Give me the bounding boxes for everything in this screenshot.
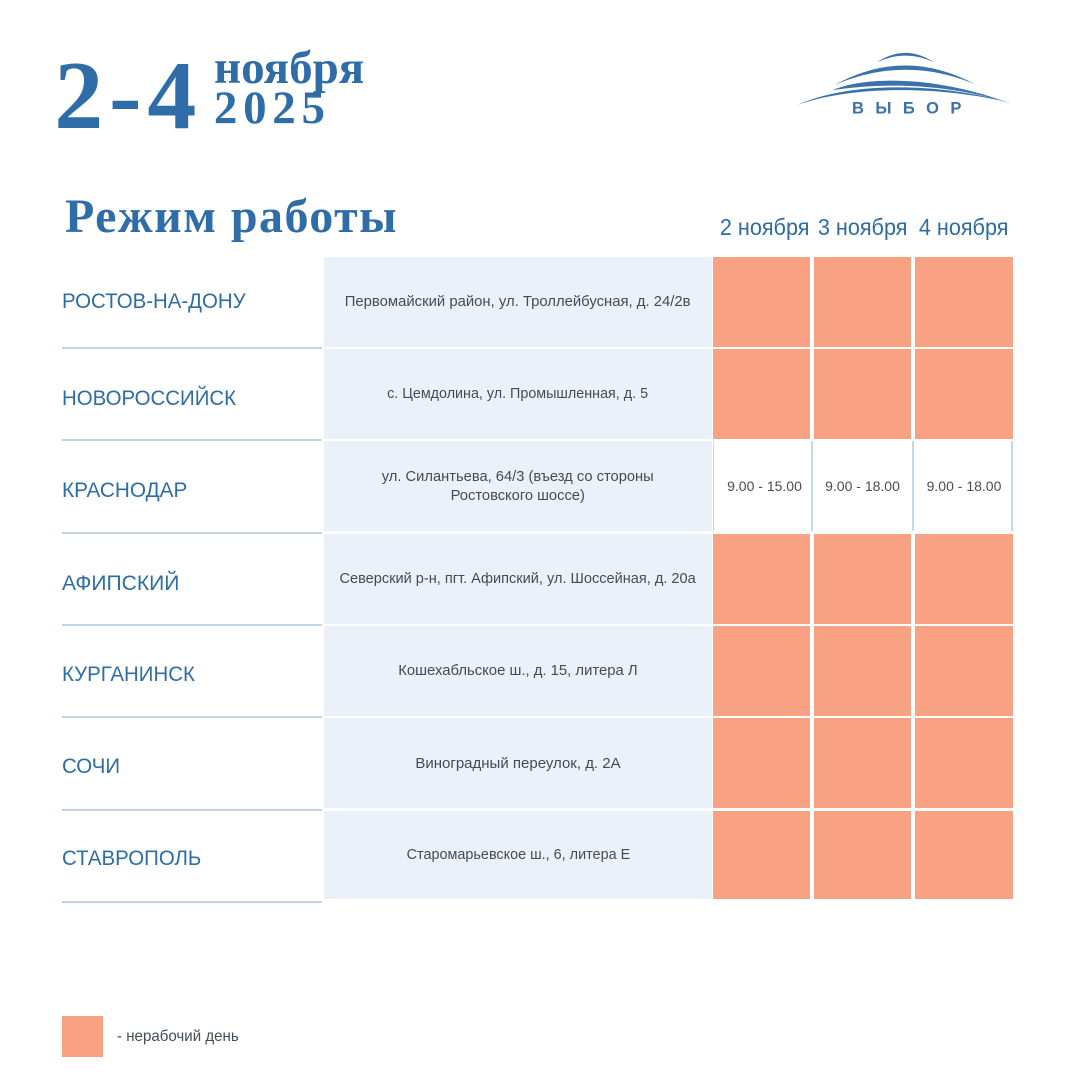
svg-text:ВЫБОР: ВЫБОР [852,100,973,118]
